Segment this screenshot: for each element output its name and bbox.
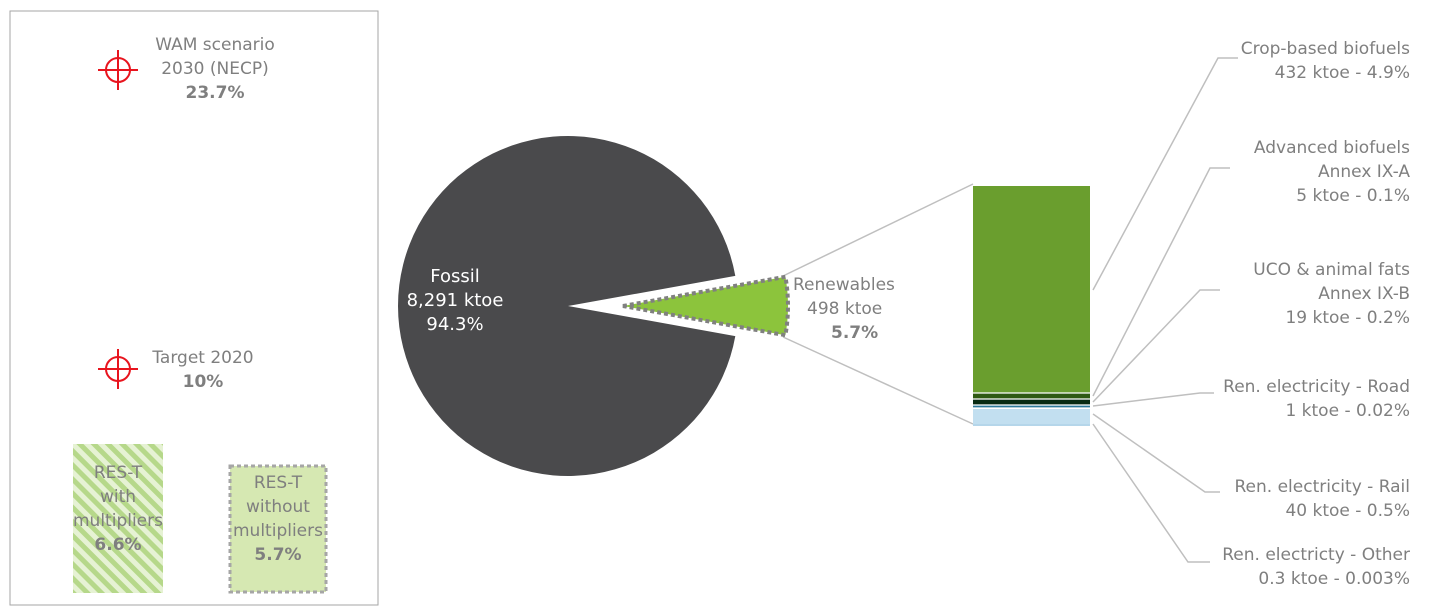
fossil-share: 94.3% xyxy=(426,314,484,335)
target-2020-line1: Target 2020 xyxy=(152,348,254,368)
res-t-with-line2: with xyxy=(99,487,137,507)
bar-segment-advanced xyxy=(973,393,1090,399)
target-2020-label: Target 2020 10% xyxy=(128,346,278,394)
res-t-with-line3: multipliers xyxy=(73,511,163,531)
bar-segment-uco xyxy=(973,399,1090,405)
segment-label-elec-other: Ren. electricty - Other 0.3 ktoe - 0.003… xyxy=(1222,543,1410,591)
renewables-slice-label: Renewables 498 ktoe 5.7% xyxy=(793,273,923,345)
segment-label-crop: Crop-based biofuels 432 ktoe - 4.9% xyxy=(1241,37,1410,85)
crosshair-target-icon xyxy=(98,50,138,90)
res-t-without-label: RES-T without multipliers 5.7% xyxy=(218,471,338,567)
segment-uco-detail: 19 ktoe - 0.2% xyxy=(1285,308,1410,328)
fossil-value: 8,291 ktoe xyxy=(406,290,504,311)
segment-label-elec-road: Ren. electricity - Road 1 ktoe - 0.02% xyxy=(1223,375,1410,423)
res-t-with-line1: RES-T xyxy=(93,463,143,483)
leader-line-crop xyxy=(1092,57,1238,291)
bar-segment-crop xyxy=(973,186,1090,393)
segment-label-elec-rail: Ren. electricity - Rail 40 ktoe - 0.5% xyxy=(1235,475,1411,523)
renewables-breakdown-bar xyxy=(973,186,1090,426)
segment-elec-rail-detail: 40 ktoe - 0.5% xyxy=(1285,501,1410,521)
res-t-without-line3: multipliers xyxy=(233,521,323,541)
segment-advanced-detail: 5 ktoe - 0.1% xyxy=(1296,186,1410,206)
bar-segment-elec-other xyxy=(973,424,1090,426)
fossil-slice-label: Fossil 8,291 ktoe 94.3% xyxy=(395,265,515,337)
segment-elec-road-name: Ren. electricity - Road xyxy=(1223,377,1410,397)
bar-segment-elec-road xyxy=(973,405,1090,408)
connector-line-top xyxy=(782,183,974,277)
res-t-without-value: 5.7% xyxy=(254,545,302,565)
res-t-without-line2: without xyxy=(246,497,310,517)
res-t-with-multipliers-bar xyxy=(73,444,163,593)
leader-lines xyxy=(1092,57,1238,563)
segment-elec-road-detail: 1 ktoe - 0.02% xyxy=(1285,401,1410,421)
bar-segment-elec-rail xyxy=(973,409,1090,424)
leader-line-elec-rail xyxy=(1092,413,1220,493)
pie-chart xyxy=(398,135,790,476)
target-2030-label: WAM scenario 2030 (NECP) 23.7% xyxy=(140,33,290,105)
target-2030-line2: 2030 (NECP) xyxy=(161,59,269,79)
renewables-name: Renewables xyxy=(793,275,895,295)
pie-slice-renewables xyxy=(622,274,790,338)
res-t-without-multipliers-bar xyxy=(228,464,328,594)
segment-advanced-annex: Annex IX-A xyxy=(1317,162,1410,182)
res-t-with-label: RES-T with multipliers 6.6% xyxy=(58,461,178,557)
crosshair-target-icon xyxy=(98,349,138,389)
connector-line-bottom xyxy=(782,336,974,425)
segment-elec-rail-name: Ren. electricity - Rail xyxy=(1234,477,1411,497)
target-2030-value: 23.7% xyxy=(185,83,245,103)
segment-crop-detail: 432 ktoe - 4.9% xyxy=(1274,63,1410,83)
res-t-without-line1: RES-T xyxy=(253,473,303,493)
pie-slice-fossil xyxy=(398,135,736,476)
leader-line-advanced xyxy=(1092,167,1230,397)
segment-label-uco: UCO & animal fats Annex IX-B 19 ktoe - 0… xyxy=(1253,258,1410,330)
segment-uco-annex: Annex IX-B xyxy=(1318,284,1410,304)
res-t-with-value: 6.6% xyxy=(94,535,142,555)
segment-uco-name: UCO & animal fats xyxy=(1253,260,1410,280)
leader-line-elec-other xyxy=(1092,423,1210,563)
leader-line-uco xyxy=(1092,289,1220,403)
target-2020-value: 10% xyxy=(182,372,224,392)
renewables-share: 5.7% xyxy=(831,323,879,343)
renewables-value: 498 ktoe xyxy=(807,299,883,319)
target-2030-line1: WAM scenario xyxy=(155,35,275,55)
segment-advanced-name: Advanced biofuels xyxy=(1253,138,1410,158)
segment-elec-other-name: Ren. electricty - Other xyxy=(1222,545,1410,565)
segment-crop-name: Crop-based biofuels xyxy=(1240,39,1410,59)
segment-elec-other-detail: 0.3 ktoe - 0.003% xyxy=(1258,569,1410,589)
segment-label-advanced: Advanced biofuels Annex IX-A 5 ktoe - 0.… xyxy=(1254,136,1410,208)
fossil-name: Fossil xyxy=(430,266,480,287)
leader-line-elec-road xyxy=(1092,392,1214,407)
